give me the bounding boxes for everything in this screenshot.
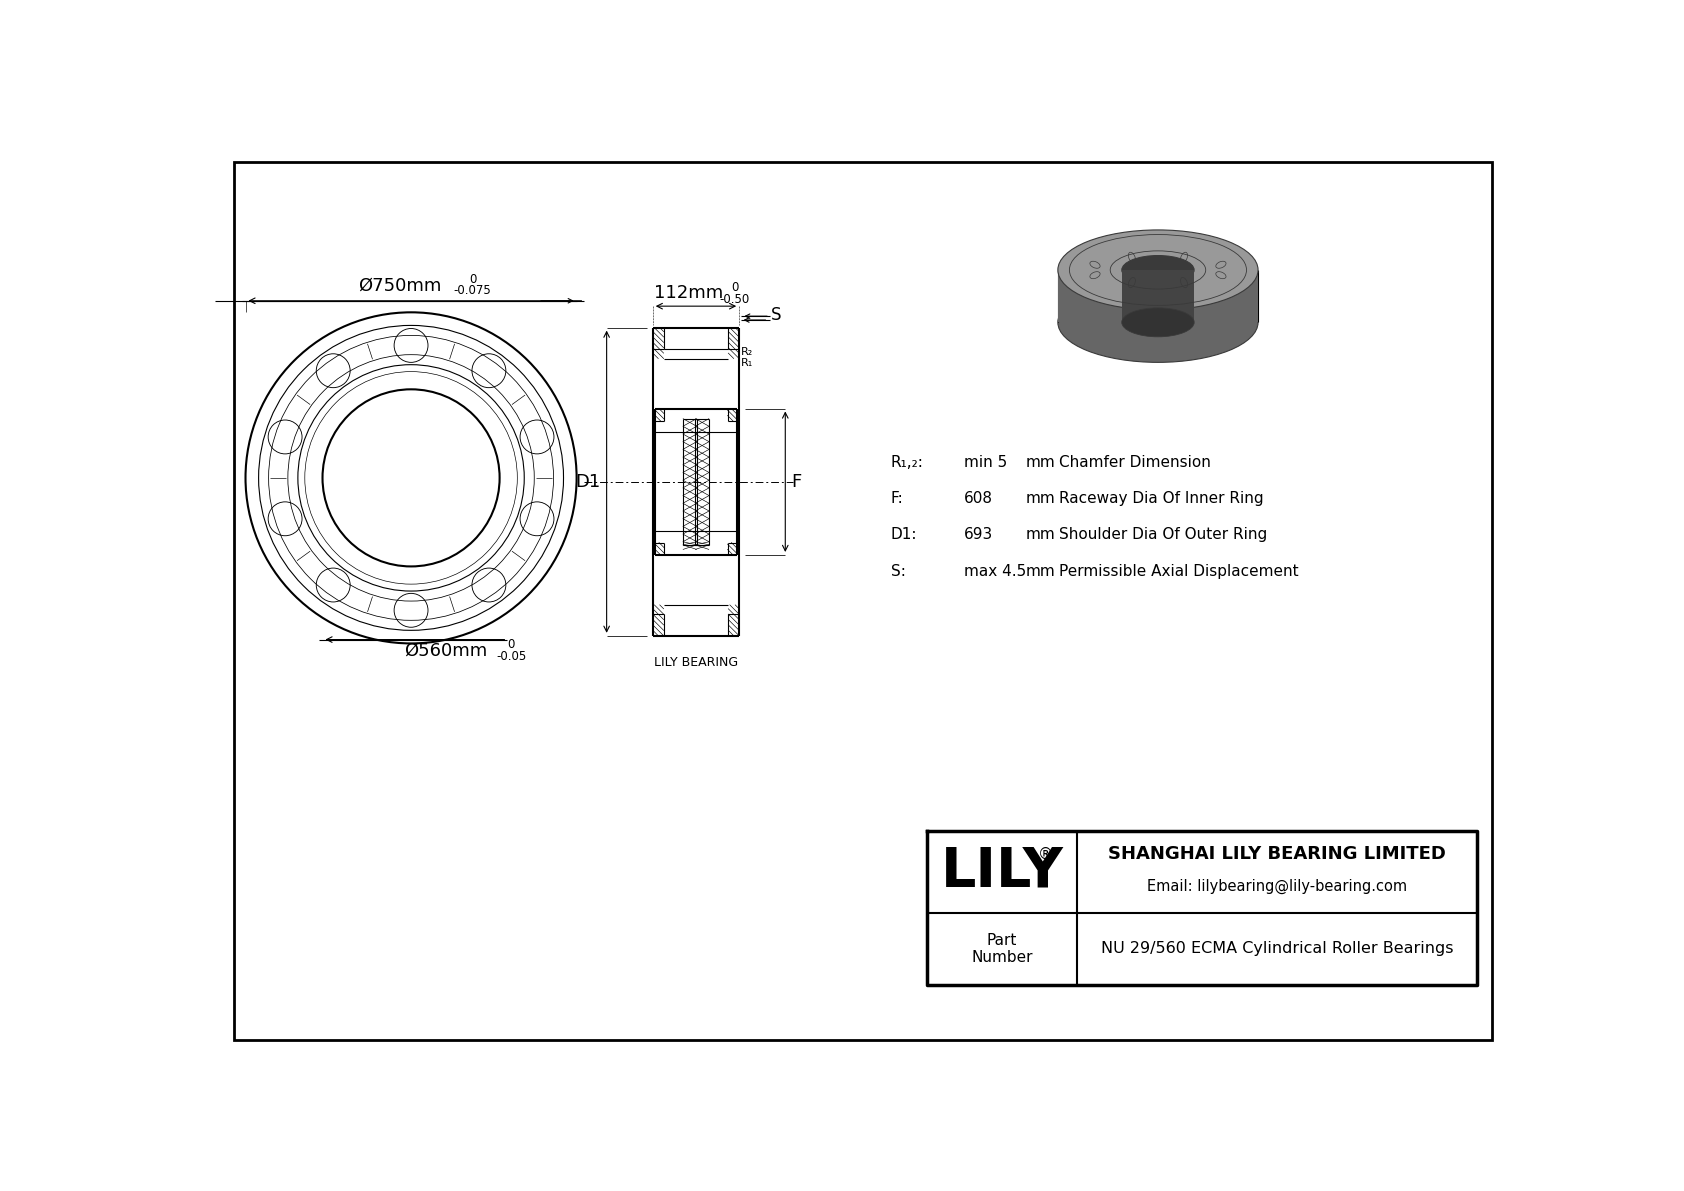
Ellipse shape [1122,256,1194,285]
Ellipse shape [1058,282,1258,362]
Text: Part
Number: Part Number [972,933,1032,965]
Text: Email: lilybearing@lily-bearing.com: Email: lilybearing@lily-bearing.com [1147,879,1408,893]
Text: 112mm: 112mm [653,285,722,303]
Text: F: F [791,473,802,491]
Text: F:: F: [891,491,904,506]
Text: Raceway Dia Of Inner Ring: Raceway Dia Of Inner Ring [1059,491,1263,506]
Text: mm: mm [1026,491,1056,506]
Text: S: S [771,306,781,324]
Text: Permissible Axial Displacement: Permissible Axial Displacement [1059,563,1298,579]
Text: SHANGHAI LILY BEARING LIMITED: SHANGHAI LILY BEARING LIMITED [1108,844,1447,862]
Text: R₂: R₂ [741,347,753,357]
Text: R₁,₂:: R₁,₂: [891,455,923,470]
Text: 693: 693 [963,528,994,542]
Text: Ø750mm: Ø750mm [357,276,441,294]
Text: D1: D1 [576,473,601,491]
Ellipse shape [1058,230,1258,310]
Text: 0: 0 [731,281,738,294]
Text: Chamfer Dimension: Chamfer Dimension [1059,455,1211,470]
Text: R₁: R₁ [741,357,753,368]
Text: -0.50: -0.50 [719,293,749,306]
Ellipse shape [1122,307,1194,337]
Text: S:: S: [891,563,906,579]
Text: 0: 0 [507,638,515,651]
Text: mm: mm [1026,455,1056,470]
Text: NU 29/560 ECMA Cylindrical Roller Bearings: NU 29/560 ECMA Cylindrical Roller Bearin… [1101,941,1453,956]
Text: mm: mm [1026,528,1056,542]
Text: 608: 608 [963,491,994,506]
Text: LILY BEARING: LILY BEARING [653,656,738,669]
Text: max 4.5: max 4.5 [963,563,1026,579]
Text: Ø560mm: Ø560mm [404,642,487,660]
Text: D1:: D1: [891,528,918,542]
Text: 0: 0 [468,273,477,286]
Text: ®: ® [1039,847,1054,861]
Text: LILY: LILY [941,844,1064,899]
Text: mm: mm [1026,563,1056,579]
Polygon shape [1122,270,1194,323]
Text: -0.05: -0.05 [497,650,527,663]
Text: -0.075: -0.075 [453,285,492,298]
Text: min 5: min 5 [963,455,1007,470]
Polygon shape [1058,270,1258,323]
Text: Shoulder Dia Of Outer Ring: Shoulder Dia Of Outer Ring [1059,528,1266,542]
